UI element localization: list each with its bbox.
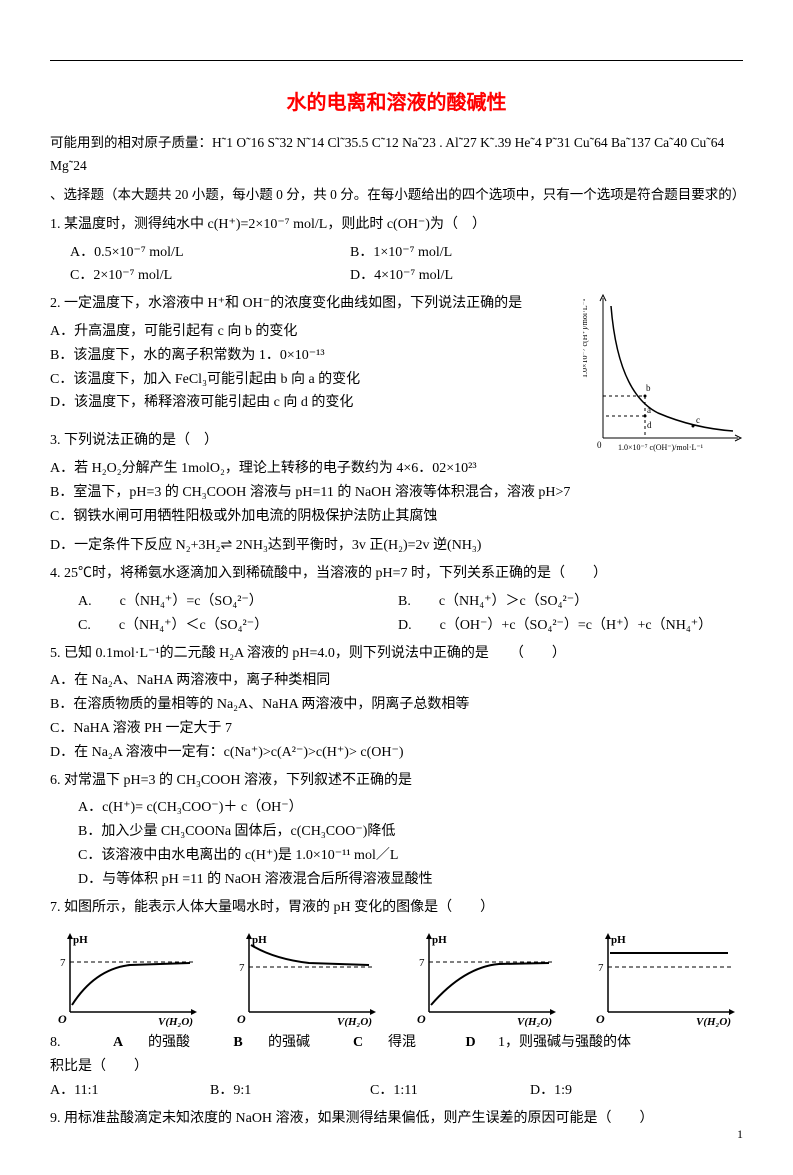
atomic-mass-line: 可能用到的相对原子质量：H˜1 O˜16 S˜32 N˜14 Cl˜35.5 C… (50, 132, 743, 178)
ph-graph-a: pH 7 O V(H₂O) (50, 927, 205, 1027)
svg-text:V(H₂O): V(H₂O) (696, 1016, 731, 1027)
question-5: 5. 已知 0.1mol·L⁻¹的二元酸 H₂A 溶液的 pH=4.0，则下列说… (50, 642, 743, 666)
top-separator (50, 60, 743, 61)
page-number: 1 (737, 1124, 743, 1144)
svg-text:1.0×10⁻⁷ c(H⁺)/mol·L⁻¹: 1.0×10⁻⁷ c(H⁺)/mol·L⁻¹ (583, 298, 589, 378)
q8-option-b: B．9:1 (210, 1079, 370, 1103)
question-1: 1. 某温度时，测得纯水中 c(H⁺)=2×10⁻⁷ mol/L，则此时 c(O… (50, 213, 743, 237)
svg-text:7: 7 (239, 962, 245, 974)
label-c: C (328, 1031, 388, 1055)
concentration-curve-graph: b a d c 0 1.0×10⁻⁷ c(H⁺)/mol·L⁻¹ 1.0×10⁻… (583, 288, 743, 458)
q3-option-d: D．一定条件下反应 N₂+3H₂⇌ 2NH₃达到平衡时，3v 正(H₂)=2v … (50, 534, 743, 558)
q5-option-a: A．在 Na₂A、NaHA 两溶液中，离子种类相同 (50, 669, 743, 693)
q6-option-d: D．与等体积 pH =11 的 NaOH 溶液混合后所得溶液显酸性 (50, 868, 743, 892)
svg-text:O: O (237, 1012, 246, 1026)
q4-option-b: B. c（NH₄⁺）＞c（SO₄²⁻） (378, 590, 698, 614)
q4-option-d: D. c（OH⁻）+c（SO₄²⁻）=c（H⁺）+c（NH₄⁺） (378, 614, 712, 638)
q8-frag-2: 的强碱 (268, 1031, 328, 1055)
question-9: 9. 用标准盐酸滴定未知浓度的 NaOH 溶液，如果测得结果偏低，则产生误差的原… (50, 1107, 743, 1131)
q8-cont: 积比是（ ） (50, 1055, 743, 1079)
svg-text:c: c (696, 415, 700, 425)
q8-frag-4: 1，则强碱与强酸的体 (498, 1031, 631, 1055)
ph-graph-d: pH 7 O V(H₂O) (588, 927, 743, 1027)
ph-graph-row: pH 7 O V(H₂O) pH 7 O V(H₂O) pH (50, 927, 743, 1027)
question-4: 4. 25℃时，将稀氨水逐滴加入到稀硫酸中，当溶液的 pH=7 时，下列关系正确… (50, 562, 743, 586)
q6-option-a: A．c(H⁺)= c(CH₃COO⁻)＋ c（OH⁻） (50, 796, 743, 820)
svg-text:d: d (647, 420, 652, 430)
q4-option-c: C. c（NH₄⁺）＜c（SO₄²⁻） (50, 614, 378, 638)
q3-option-a: A．若 H₂O₂分解产生 1molO₂，理论上转移的电子数约为 4×6．02×1… (50, 457, 743, 481)
q1-option-a: A．0.5×10⁻⁷ mol/L (50, 241, 330, 265)
svg-text:1.0×10⁻⁷ c(OH⁻)/mol·L⁻¹: 1.0×10⁻⁷ c(OH⁻)/mol·L⁻¹ (618, 443, 704, 452)
svg-text:O: O (596, 1012, 605, 1026)
q6-option-b: B．加入少量 CH₃COONa 固体后，c(CH₃COO⁻)降低 (50, 820, 743, 844)
svg-text:pH: pH (432, 934, 447, 946)
q8-option-c: C．1:11 (370, 1079, 530, 1103)
q6-option-c: C．该溶液中由水电离出的 c(H⁺)是 1.0×10⁻¹¹ mol／L (50, 844, 743, 868)
question-6: 6. 对常温下 pH=3 的 CH₃COOH 溶液，下列叙述不正确的是 (50, 769, 743, 793)
q1-option-d: D．4×10⁻⁷ mol/L (330, 264, 610, 288)
q3-option-b: B．室温下，pH=3 的 CH₃COOH 溶液与 pH=11 的 NaOH 溶液… (50, 481, 743, 505)
q8-option-a: A．11:1 (50, 1079, 210, 1103)
page-title: 水的电离和溶液的酸碱性 (50, 86, 743, 120)
q5-option-d: D．在 Na₂A 溶液中一定有：c(Na⁺)>c(A²⁻)>c(H⁺)> c(O… (50, 741, 743, 765)
svg-text:pH: pH (611, 934, 626, 946)
svg-text:7: 7 (598, 962, 604, 974)
section-header: 、选择题（本大题共 20 小题，每小题 0 分，共 0 分。在每小题给出的四个选… (50, 184, 743, 207)
q1-option-c: C．2×10⁻⁷ mol/L (50, 264, 330, 288)
q5-option-c: C．NaHA 溶液 PH 一定大于 7 (50, 717, 743, 741)
svg-text:7: 7 (419, 957, 425, 969)
ph-graph-c: pH 7 O V(H₂O) (409, 927, 564, 1027)
question-7: 7. 如图所示，能表示人体大量喝水时，胃液的 pH 变化的图像是（ ） (50, 896, 743, 920)
svg-text:V(H₂O): V(H₂O) (158, 1016, 193, 1027)
label-b: B (208, 1031, 268, 1055)
label-d: D (443, 1031, 498, 1055)
svg-text:pH: pH (73, 934, 88, 946)
svg-text:V(H₂O): V(H₂O) (337, 1016, 372, 1027)
svg-text:0: 0 (597, 440, 602, 450)
q4-option-a: A. c（NH₄⁺）=c（SO₄²⁻） (50, 590, 378, 614)
ph-graph-b: pH 7 O V(H₂O) (229, 927, 384, 1027)
svg-text:pH: pH (252, 934, 267, 946)
q8-prefix: 8. (50, 1031, 88, 1055)
q8-frag-3: 得混 (388, 1031, 443, 1055)
q1-option-b: B．1×10⁻⁷ mol/L (330, 241, 610, 265)
svg-text:a: a (647, 405, 651, 415)
svg-text:7: 7 (60, 957, 66, 969)
svg-text:b: b (646, 383, 651, 393)
svg-text:O: O (58, 1012, 67, 1026)
q3-option-c: C．钢铁水闸可用牺牲阳极或外加电流的阴极保护法防止其腐蚀 (50, 505, 743, 529)
svg-text:O: O (417, 1012, 426, 1026)
q5-option-b: B．在溶质物质的量相等的 Na₂A、NaHA 两溶液中，阴离子总数相等 (50, 693, 743, 717)
svg-text:V(H₂O): V(H₂O) (517, 1016, 552, 1027)
q8-frag-1: 的强酸 (148, 1031, 208, 1055)
label-a: A (88, 1031, 148, 1055)
q8-option-d: D．1:9 (530, 1079, 690, 1103)
